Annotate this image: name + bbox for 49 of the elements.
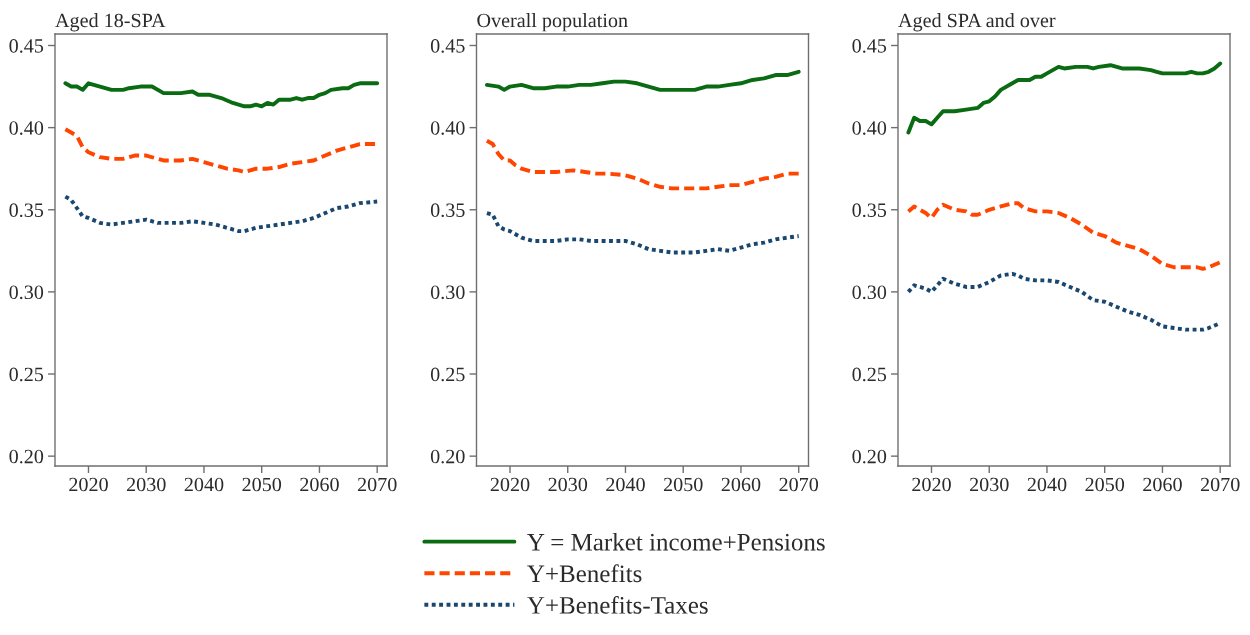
y-tick-label: 0.45: [9, 39, 44, 53]
line-series: [484, 138, 801, 191]
x-tick-label: 2030: [548, 477, 588, 492]
y-tick-label: 0.20: [852, 449, 887, 464]
x-tick-label: 2060: [300, 477, 339, 492]
line-series: [63, 81, 380, 109]
y-tick-label: 0.35: [852, 203, 887, 218]
y-tick-label: 0.40: [852, 121, 887, 135]
y-tick-label: 0.45: [430, 39, 465, 53]
x-tick-label: 2050: [663, 477, 703, 492]
chart-title: Overall population: [477, 13, 628, 32]
y-tick-label: 0.25: [9, 367, 44, 382]
x-tick-label: 2020: [912, 477, 951, 492]
x-tick-label: 2040: [1027, 477, 1067, 492]
chart-title: Aged 18-SPA: [55, 13, 166, 32]
y-tick-label: 0.35: [430, 203, 465, 218]
y-tick-label: 0.25: [430, 367, 465, 382]
x-tick-label: 2050: [242, 477, 282, 492]
y-tick-label: 0.35: [9, 203, 44, 218]
chart-title: Aged SPA and over: [898, 13, 1056, 32]
legend-label: Y+Benefits-Taxes: [527, 595, 708, 614]
line-series: [484, 69, 801, 92]
x-tick-label: 2030: [969, 477, 1009, 492]
y-tick-label: 0.30: [852, 285, 887, 300]
y-tick-label: 0.20: [9, 449, 44, 464]
legend-label: Y+Benefits: [527, 564, 642, 583]
y-tick-label: 0.30: [9, 285, 44, 300]
x-tick-label: 2040: [184, 477, 224, 492]
line-series: [484, 211, 801, 255]
x-tick-label: 2070: [1200, 477, 1240, 492]
x-tick-label: 2040: [606, 477, 645, 492]
x-tick-label: 2050: [1085, 477, 1125, 492]
line-series: [906, 201, 1223, 271]
x-tick-label: 2070: [357, 477, 397, 492]
x-tick-label: 2060: [1143, 477, 1182, 492]
x-tick-label: 2020: [490, 477, 530, 492]
y-tick-label: 0.40: [430, 121, 465, 135]
y-tick-label: 0.30: [430, 285, 465, 300]
x-tick-label: 2070: [779, 477, 819, 492]
line-series: [906, 61, 1223, 135]
y-tick-label: 0.25: [852, 367, 887, 382]
y-tick-label: 0.20: [430, 449, 465, 464]
x-tick-label: 2030: [126, 477, 166, 492]
legend-label: Y = Market income+Pensions: [527, 533, 825, 551]
x-tick-label: 2020: [69, 477, 108, 492]
x-tick-label: 2060: [721, 477, 761, 492]
y-tick-label: 0.45: [852, 39, 887, 53]
y-tick-label: 0.40: [9, 121, 44, 135]
line-series: [63, 194, 380, 234]
